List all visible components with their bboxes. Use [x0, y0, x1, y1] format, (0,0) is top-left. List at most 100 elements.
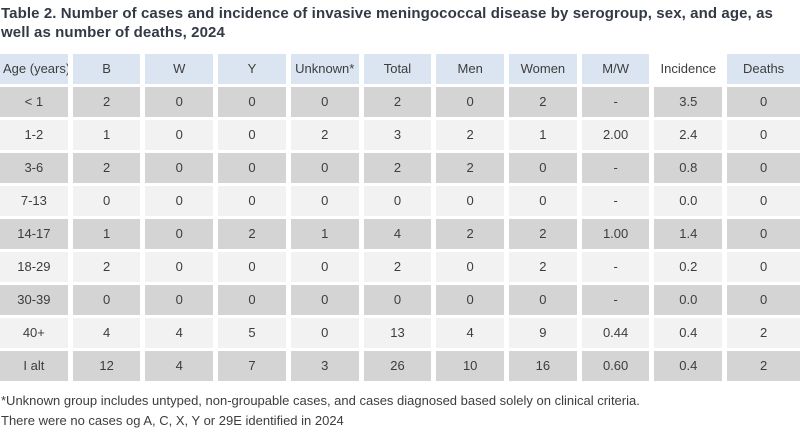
table-cell: 30-39 — [0, 284, 73, 318]
table-cell: 2 — [290, 119, 364, 153]
table-cell: 0 — [509, 152, 582, 186]
table-cell: 2 — [436, 218, 510, 252]
table-cell: - — [581, 185, 655, 219]
table-cell: 40+ — [0, 317, 73, 351]
table-cell: 0.0 — [654, 284, 728, 318]
table-cell: 0 — [727, 251, 800, 285]
table-row: 30-39 0 0 0 0 0 0 0-0.0 0 — [0, 284, 800, 318]
table-cell: 0 — [72, 185, 146, 219]
table-cell: 4 — [145, 317, 219, 351]
table-cell: 1 — [290, 218, 364, 252]
table-cell: 7 — [218, 350, 291, 384]
table-cell: < 1 — [0, 86, 73, 120]
table-title: Table 2. Number of cases and incidence o… — [1, 5, 773, 41]
table-cell: 0 — [509, 185, 582, 219]
table-cell: 0 — [290, 86, 364, 120]
table-cell: 7-13 — [0, 185, 73, 219]
table-cell: 0 — [290, 251, 364, 285]
column-header-age-years: Age (years) — [0, 53, 73, 87]
table-header: Age (years) B W Y Unknown* Total Men Women M/W In… — [0, 53, 800, 87]
table-cell: 2 — [218, 218, 291, 252]
table-cell: 0 — [290, 185, 364, 219]
table-cell: 10 — [436, 350, 510, 384]
table-cell: 0 — [509, 284, 582, 318]
table-cell: 0 — [145, 218, 219, 252]
table-cell: 2 — [727, 350, 800, 384]
table-cell: 4 — [363, 218, 437, 252]
table-cell: 2 — [436, 119, 510, 153]
table-cell: 2.4 — [654, 119, 728, 153]
table-cell: 0.4 — [654, 350, 728, 384]
table-cell: 0.0 — [654, 185, 728, 219]
table-cell: 4 — [72, 317, 146, 351]
table-cell: 1.00 — [581, 218, 655, 252]
table-cell: 0 — [290, 152, 364, 186]
table-cell: 1.4 — [654, 218, 728, 252]
table-cell: 2 — [72, 152, 146, 186]
table-cell: 1-2 — [0, 119, 73, 153]
table-cell: 0.8 — [654, 152, 728, 186]
table-cell: 2 — [72, 86, 146, 120]
table-cell: 2 — [363, 152, 437, 186]
column-header-incidence: Incidence — [654, 53, 728, 87]
table-cell: 3 — [290, 350, 364, 384]
table-cell: 0 — [72, 284, 146, 318]
table-row: 7-13 0 0 0 0 0 0 0-0.0 0 — [0, 185, 800, 219]
table-cell: 3-6 — [0, 152, 73, 186]
table-cell: 0 — [218, 86, 291, 120]
table-cell: 0 — [145, 284, 219, 318]
column-header-y: Y — [218, 53, 291, 87]
table-cell: 0 — [727, 218, 800, 252]
table-cell: 0 — [436, 185, 510, 219]
table-row: 14-17 1 0 2 1 4 2 2 1.00 1.4 0 — [0, 218, 800, 252]
table-cell: 0.2 — [654, 251, 728, 285]
table-cell: 0 — [218, 185, 291, 219]
table-cell: 0 — [727, 185, 800, 219]
table-cell: 0 — [290, 284, 364, 318]
table-cell: 2 — [72, 251, 146, 285]
table-cell: 0 — [436, 86, 510, 120]
table-cell: 0.4 — [654, 317, 728, 351]
table-cell: 2 — [363, 86, 437, 120]
table-cell: 13 — [363, 317, 437, 351]
column-header-total: Total — [363, 53, 437, 87]
table-row: 40+ 4 4 5 0 13 4 9 0.44 0.4 2 — [0, 317, 800, 351]
table-cell: 2 — [727, 317, 800, 351]
table-cell: 0 — [145, 119, 219, 153]
table-cell: 2 — [363, 251, 437, 285]
table-cell: 4 — [145, 350, 219, 384]
table-cell: 4 — [436, 317, 510, 351]
table-cell: 5 — [218, 317, 291, 351]
footnote-no-cases: There were no cases og A, C, X, Y or 29E… — [1, 412, 344, 428]
table-cell: 0 — [727, 152, 800, 186]
table-cell: 0 — [436, 251, 510, 285]
footnote-unknown-definition: *Unknown group includes untyped, non-gro… — [1, 392, 640, 408]
column-header-women: Women — [509, 53, 582, 87]
table-cell: I alt — [0, 350, 73, 384]
table-cell: 0 — [363, 284, 437, 318]
table-cell: 1 — [72, 218, 146, 252]
table-cell: 2 — [509, 251, 582, 285]
column-header-deaths: Deaths — [727, 53, 800, 87]
table-cell: 0 — [727, 119, 800, 153]
table-cell: 9 — [509, 317, 582, 351]
table-cell: 0 — [145, 185, 219, 219]
table-cell: 0 — [145, 251, 219, 285]
table-row: 1-2 1 0 0 2 3 2 1 2.00 2.4 0 — [0, 119, 800, 153]
table-row: < 1 2 0 0 0 2 0 2-3.5 0 — [0, 86, 800, 120]
column-header-unknown: Unknown* — [290, 53, 364, 87]
column-header-men: Men — [436, 53, 510, 87]
table-cell: 0 — [218, 284, 291, 318]
table-cell: 0 — [290, 317, 364, 351]
table-cell: - — [581, 284, 655, 318]
table-cell: 0 — [218, 152, 291, 186]
table-cell: 1 — [509, 119, 582, 153]
table-cell: 12 — [72, 350, 146, 384]
table-cell: 0 — [218, 119, 291, 153]
table-cell: 16 — [509, 350, 582, 384]
column-header-w: W — [145, 53, 219, 87]
column-header-m-w: M/W — [581, 53, 655, 87]
table-cell: 26 — [363, 350, 437, 384]
table-row: I alt 12 4 7 3 26 10 16 0.60 0.4 2 — [0, 350, 800, 384]
footnotes: *Unknown group includes untyped, non-gro… — [0, 384, 800, 431]
